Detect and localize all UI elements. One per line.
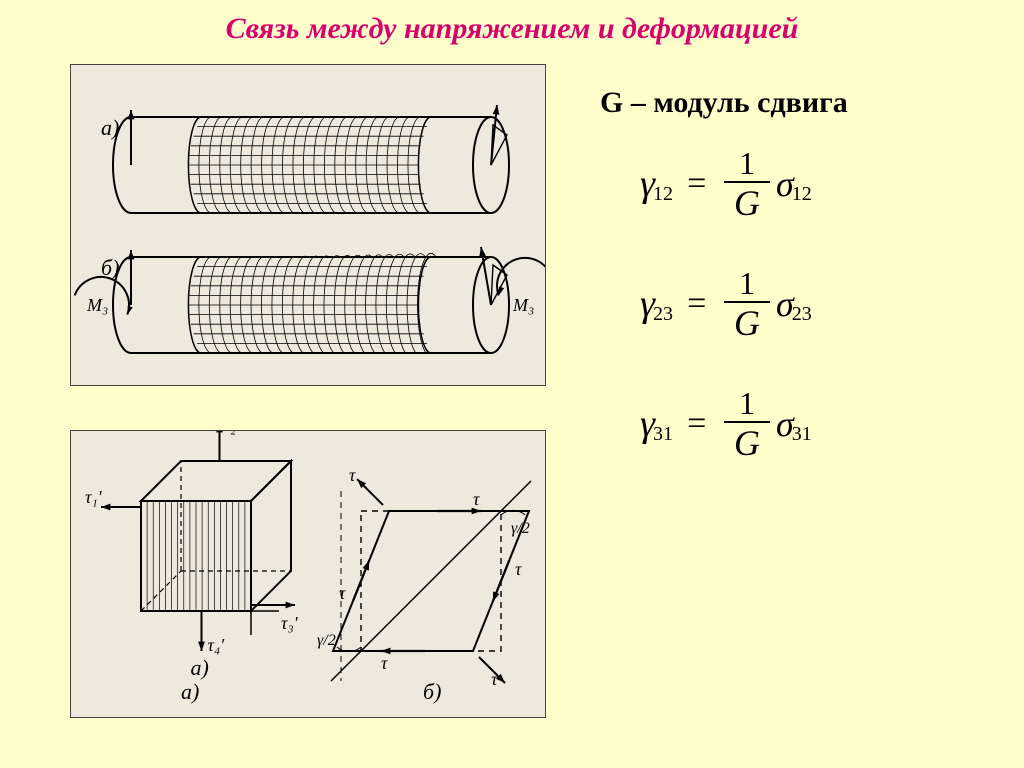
- equation-1: γ 12 = 1 G σ 12: [640, 136, 980, 232]
- svg-text:а): а): [181, 679, 199, 704]
- svg-text:τ: τ: [381, 653, 388, 673]
- numerator: 1: [739, 147, 755, 181]
- cylinders-svg: а)б)M₃M₃: [71, 65, 545, 385]
- gamma-sub: 23: [653, 303, 673, 326]
- svg-text:τ: τ: [473, 489, 480, 509]
- svg-text:τ: τ: [515, 559, 522, 579]
- numerator: 1: [739, 267, 755, 301]
- svg-text:M₃: M₃: [86, 295, 108, 315]
- fraction: 1 G: [724, 387, 770, 461]
- svg-text:б): б): [423, 679, 441, 704]
- denominator: G: [724, 421, 770, 461]
- denominator: G: [724, 301, 770, 341]
- subhead: G – модуль сдвига: [600, 86, 848, 120]
- svg-text:τ: τ: [339, 583, 346, 603]
- svg-text:M₃: M₃: [512, 295, 534, 315]
- svg-text:а): а): [191, 655, 209, 680]
- svg-text:τ₂′: τ₂′: [224, 431, 242, 435]
- svg-text:τ₄′: τ₄′: [208, 635, 226, 655]
- svg-text:τ₃′: τ₃′: [281, 613, 299, 633]
- svg-text:а): а): [101, 115, 119, 140]
- sigma-sub: 31: [792, 423, 812, 446]
- figure-cylinders: а)б)M₃M₃: [70, 64, 546, 386]
- sigma-sub: 12: [792, 183, 812, 206]
- fraction: 1 G: [724, 267, 770, 341]
- numerator: 1: [739, 387, 755, 421]
- equals-sign: =: [675, 165, 718, 203]
- svg-text:γ/2: γ/2: [511, 520, 530, 537]
- gamma-sub: 12: [653, 183, 673, 206]
- gamma-sub: 31: [653, 423, 673, 446]
- figure-shear: τ₂′τ₁′τ₃′τ₄′а)а)ττττττγ/2γ/2б): [70, 430, 546, 718]
- shear-svg: τ₂′τ₁′τ₃′τ₄′а)а)ττττττγ/2γ/2б): [71, 431, 545, 717]
- equals-sign: =: [675, 285, 718, 323]
- equations-block: γ 12 = 1 G σ 12 γ 23 = 1 G σ 23 γ 31 = 1…: [640, 136, 980, 496]
- equals-sign: =: [675, 405, 718, 443]
- fraction: 1 G: [724, 147, 770, 221]
- page-title: Связь между напряжением и деформацией: [0, 0, 1024, 46]
- sigma-sub: 23: [792, 303, 812, 326]
- svg-text:γ/2: γ/2: [317, 632, 336, 649]
- denominator: G: [724, 181, 770, 221]
- svg-text:τ: τ: [349, 465, 356, 485]
- equation-2: γ 23 = 1 G σ 23: [640, 256, 980, 352]
- equation-3: γ 31 = 1 G σ 31: [640, 376, 980, 472]
- svg-text:τ₁′: τ₁′: [85, 487, 103, 507]
- svg-text:τ: τ: [491, 669, 498, 689]
